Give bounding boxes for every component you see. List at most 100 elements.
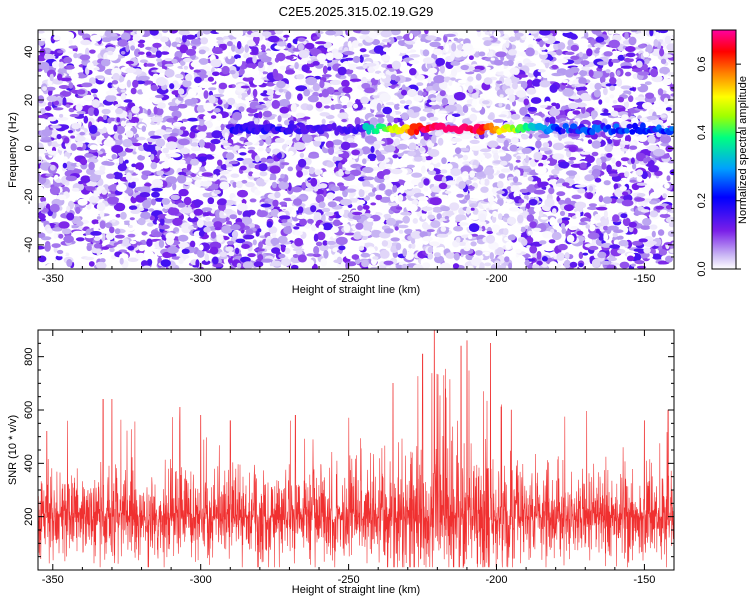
spectrogram-speckle bbox=[179, 60, 186, 66]
spectrogram-speckle bbox=[162, 30, 169, 34]
spectrogram-speckle bbox=[568, 102, 579, 110]
spectrogram-speckle bbox=[315, 101, 323, 109]
spectrogram-speckle bbox=[399, 184, 405, 194]
spectrogram-speckle bbox=[277, 152, 282, 160]
spectrogram-speckle bbox=[269, 165, 281, 174]
spectrogram-speckle bbox=[201, 260, 211, 265]
spectrogram-speckle bbox=[205, 216, 211, 221]
spectrogram-speckle bbox=[365, 74, 371, 78]
spectrogram-speckle bbox=[220, 123, 225, 131]
spectrogram-speckle bbox=[425, 35, 437, 41]
spectrogram-speckle bbox=[271, 181, 277, 189]
spectrogram-speckle bbox=[619, 185, 627, 191]
spectrogram-speckle bbox=[112, 171, 123, 180]
spectrogram-speckle bbox=[119, 257, 124, 265]
spectrogram-speckle bbox=[274, 191, 281, 199]
spectrogram-speckle bbox=[51, 227, 63, 232]
spectrogram-speckle bbox=[466, 206, 471, 215]
spectrogram-speckle bbox=[333, 259, 343, 264]
spectrogram-speckle bbox=[623, 57, 634, 63]
spectrogram-speckle bbox=[381, 75, 387, 79]
spectrogram-speckle bbox=[487, 140, 499, 148]
spectrogram-speckle bbox=[58, 221, 70, 229]
spectrogram-speckle bbox=[467, 85, 474, 94]
spectrogram-speckle bbox=[257, 61, 264, 69]
spectrogram-speckle bbox=[409, 33, 414, 40]
spectrogram-speckle bbox=[399, 121, 405, 127]
spectrogram-speckle bbox=[417, 90, 423, 97]
spectrogram-speckle bbox=[662, 193, 667, 199]
spectrogram-speckle bbox=[429, 241, 440, 247]
spectrogram-speckle bbox=[611, 105, 624, 109]
spectrogram-speckle bbox=[653, 39, 659, 47]
spectrogram-speckle bbox=[390, 30, 401, 36]
spectrogram-speckle bbox=[385, 101, 396, 106]
spectrogram-speckle bbox=[469, 203, 478, 208]
spectrogram-speckle bbox=[388, 173, 400, 179]
spectrogram-speckle bbox=[467, 76, 474, 82]
spectrogram-speckle bbox=[565, 51, 575, 55]
spectrogram-speckle bbox=[239, 152, 247, 156]
spectrogram-speckle bbox=[643, 58, 650, 65]
spectrogram-speckle bbox=[255, 230, 260, 237]
spectrogram-speckle bbox=[381, 38, 391, 43]
spectrogram-speckle bbox=[382, 106, 393, 115]
spectrogram-speckle bbox=[657, 88, 664, 96]
spectrogram-speckle bbox=[607, 225, 619, 231]
spectrogram-speckle bbox=[352, 55, 361, 64]
spectrogram-speckle bbox=[556, 252, 565, 261]
spectrogram-speckle bbox=[208, 87, 217, 91]
spectrogram-speckle bbox=[127, 257, 139, 263]
spectrogram-speckle bbox=[390, 237, 400, 242]
spectrogram-speckle bbox=[504, 88, 515, 95]
spectrogram-speckle bbox=[258, 139, 264, 146]
spectrogram-speckle bbox=[632, 163, 637, 170]
spectrogram-speckle bbox=[199, 120, 205, 126]
spectrogram-speckle bbox=[550, 175, 555, 180]
spectrogram-speckle bbox=[120, 89, 126, 93]
spectrogram-speckle bbox=[201, 172, 214, 177]
spectrogram-speckle bbox=[198, 156, 207, 162]
spectrogram-speckle bbox=[549, 84, 558, 93]
spectrogram-speckle bbox=[298, 206, 304, 214]
spectrogram-speckle bbox=[228, 161, 239, 165]
spectrogram-speckle bbox=[511, 256, 519, 263]
spectrogram-speckle bbox=[584, 155, 595, 164]
spectrogram-speckle bbox=[465, 179, 472, 185]
spectrogram-speckle bbox=[219, 251, 228, 257]
spectrogram-speckle bbox=[45, 86, 56, 91]
spectrogram-speckle bbox=[45, 173, 54, 177]
spectrogram-speckle bbox=[360, 252, 370, 258]
spectrogram-speckle bbox=[333, 35, 345, 43]
spectrogram-speckle bbox=[149, 215, 155, 221]
spectrogram-speckle bbox=[539, 80, 551, 88]
spectrogram-speckle bbox=[661, 255, 666, 261]
spectrogram-speckle bbox=[297, 158, 307, 168]
spectrogram-speckle bbox=[433, 75, 445, 84]
spectrogram-speckle bbox=[175, 37, 180, 43]
spectrogram-speckle bbox=[251, 172, 262, 178]
spectrogram-speckle bbox=[509, 144, 518, 152]
spectrogram-speckle bbox=[70, 225, 80, 229]
spectrogram-speckle bbox=[112, 72, 120, 81]
spectrogram-speckle bbox=[387, 116, 395, 123]
spectrogram-speckle bbox=[293, 142, 305, 151]
spectrogram-speckle bbox=[635, 33, 645, 40]
spectrogram-speckle bbox=[470, 207, 475, 211]
spectrogram-speckle bbox=[118, 249, 128, 253]
spectrogram-speckle bbox=[38, 232, 46, 238]
spectrogram-speckle bbox=[77, 198, 88, 206]
spectrogram-speckle bbox=[139, 192, 151, 198]
spectrogram-speckle bbox=[344, 232, 356, 236]
spectrogram-speckle bbox=[651, 119, 664, 125]
spectrogram-speckle bbox=[670, 96, 674, 100]
spectrogram-speckle bbox=[599, 75, 606, 84]
spectrogram-speckle bbox=[107, 193, 116, 198]
spectrogram-speckle bbox=[70, 143, 77, 151]
spectrogram-speckle bbox=[95, 75, 105, 79]
spectrogram-speckle bbox=[250, 31, 263, 38]
spectrogram-speckle bbox=[475, 220, 487, 226]
spectrogram-speckle bbox=[551, 231, 562, 241]
spectrogram-speckle bbox=[400, 211, 412, 216]
spectrogram-speckle bbox=[225, 152, 235, 160]
